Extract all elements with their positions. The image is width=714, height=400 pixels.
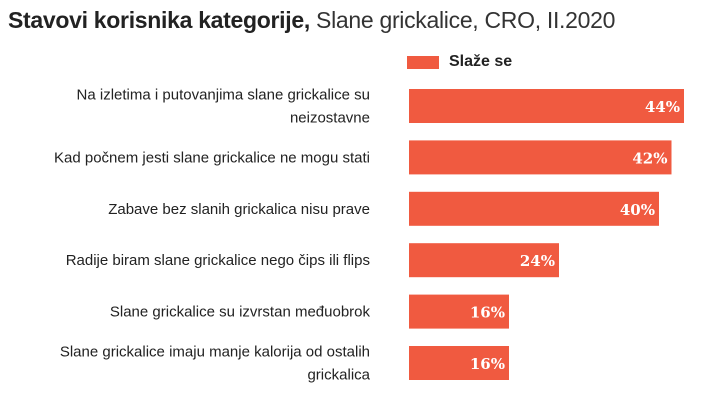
bar-value-label-0: 44% bbox=[645, 98, 680, 116]
bar-4 bbox=[409, 294, 509, 329]
category-label-5-line-0: Slane grickalice imaju manje kalorija od… bbox=[60, 344, 370, 361]
category-label-0-line-1: neizostavne bbox=[290, 110, 370, 127]
bar-3 bbox=[409, 243, 559, 278]
category-label-2-line-0: Zabave bez slanih grickalica nisu prave bbox=[108, 201, 370, 218]
bar-2 bbox=[409, 191, 659, 226]
chart-title-subtitle: Slane grickalice, CRO, II.2020 bbox=[316, 7, 616, 33]
bar-value-label-2: 40% bbox=[620, 201, 655, 219]
legend-swatch bbox=[407, 55, 439, 69]
bar-value-label-4: 16% bbox=[470, 304, 505, 322]
legend-label: Slaže se bbox=[449, 53, 513, 70]
category-label-1-line-0: Kad počnem jesti slane grickalice ne mog… bbox=[54, 149, 370, 166]
category-label-0-line-0: Na izletima i putovanjima slane grickali… bbox=[77, 87, 370, 104]
bar-1 bbox=[409, 140, 672, 175]
chart-title: Stavovi korisnika kategorije, Slane gric… bbox=[8, 4, 615, 36]
bar-5 bbox=[409, 346, 509, 380]
bar-value-label-5: 16% bbox=[470, 355, 505, 373]
category-label-4-line-0: Slane grickalice su izvrstan međuobrok bbox=[110, 304, 371, 321]
bar-value-label-1: 42% bbox=[632, 149, 667, 167]
bar-0 bbox=[409, 89, 684, 123]
chart-title-bold: Stavovi korisnika kategorije, bbox=[8, 7, 310, 33]
category-label-3-line-0: Radije biram slane grickalice nego čips … bbox=[66, 252, 370, 269]
category-label-5-line-1: grickalica bbox=[307, 367, 370, 384]
bar-value-label-3: 24% bbox=[520, 252, 555, 270]
chart-legend: Slaže se bbox=[407, 50, 512, 74]
